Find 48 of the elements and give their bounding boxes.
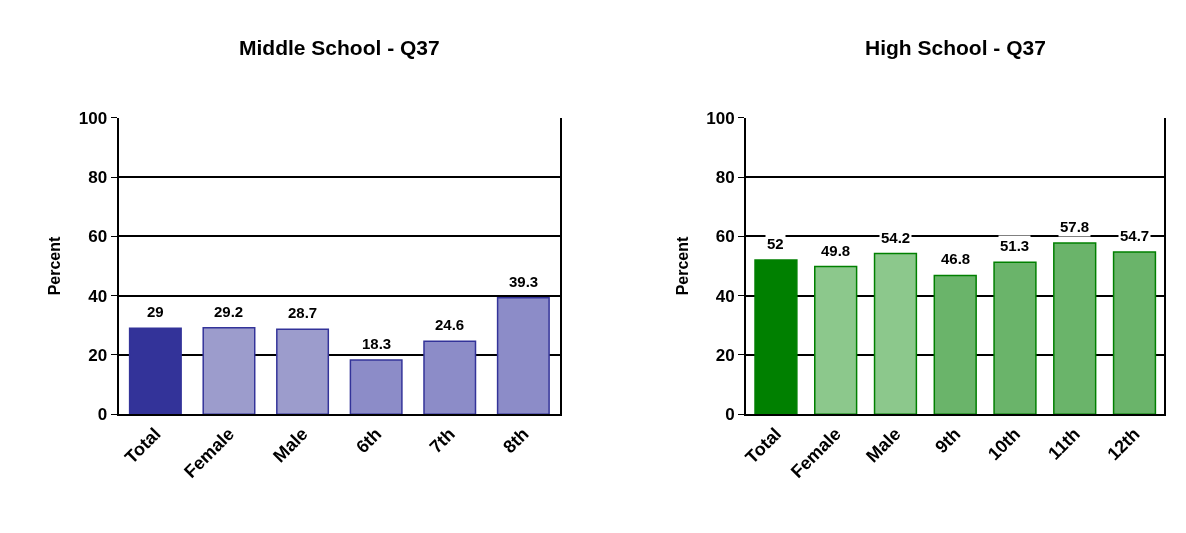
y-tick-label: 20 — [88, 345, 108, 365]
x-tick-label: 6th — [352, 423, 386, 458]
y-tick-label: 60 — [715, 227, 735, 247]
x-tick-label: 9th — [931, 423, 965, 458]
y-tick-label: 0 — [97, 405, 108, 425]
y-tick-label: 80 — [88, 168, 108, 188]
data-label: 46.8 — [941, 250, 971, 267]
bar — [496, 296, 550, 415]
chart-title: Middle School - Q37 — [239, 36, 440, 59]
x-tick-label: 11th — [1044, 423, 1084, 464]
y-axis-title: Percent — [673, 235, 691, 296]
data-label: 57.8 — [1060, 218, 1090, 235]
y-tick-label: 100 — [706, 108, 735, 128]
y-tick-label: 80 — [715, 168, 735, 188]
data-label: 18.3 — [362, 335, 392, 352]
bar — [349, 359, 403, 415]
bar — [202, 326, 256, 415]
data-label: 54.7 — [1120, 227, 1150, 244]
bar — [128, 327, 182, 415]
data-label: 24.6 — [435, 316, 465, 333]
bar — [873, 252, 918, 415]
y-tick-label: 20 — [715, 345, 735, 365]
data-label: 28.7 — [288, 304, 318, 321]
bar — [276, 328, 330, 415]
y-tick-label: 0 — [725, 405, 735, 425]
bar — [423, 340, 477, 415]
data-label: 39.3 — [509, 273, 539, 290]
bar — [933, 274, 977, 415]
data-label: 29 — [147, 303, 164, 320]
chart-title: High School - Q37 — [865, 36, 1046, 59]
data-label: 29.2 — [214, 303, 244, 320]
bar — [814, 265, 858, 415]
data-label: 54.2 — [881, 229, 911, 246]
y-tick-label: 40 — [88, 286, 108, 306]
y-axis-title: Percent — [46, 235, 64, 296]
bar — [1112, 251, 1157, 415]
y-tick-label: 60 — [88, 227, 108, 247]
data-label: 49.8 — [821, 242, 851, 259]
y-tick-label: 100 — [78, 108, 108, 128]
bar — [1053, 242, 1097, 415]
x-tick-label: 10th — [983, 423, 1025, 465]
x-tick-label: 7th — [425, 423, 459, 458]
bar — [993, 261, 1037, 415]
x-tick-label: 8th — [499, 423, 533, 458]
data-label: 51.3 — [1000, 237, 1030, 254]
y-tick-label: 40 — [715, 286, 735, 306]
data-label: 52 — [767, 235, 784, 252]
bar — [754, 259, 798, 415]
